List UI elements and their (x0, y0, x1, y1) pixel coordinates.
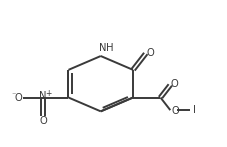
Text: O: O (147, 48, 155, 58)
Text: N: N (39, 91, 47, 101)
Text: O: O (171, 80, 178, 90)
Text: ⁻: ⁻ (12, 90, 16, 99)
Text: O: O (171, 106, 179, 116)
Text: N: N (99, 43, 106, 53)
Text: O: O (15, 92, 22, 102)
Text: O: O (39, 116, 47, 126)
Text: H: H (106, 43, 113, 53)
Text: I: I (193, 105, 196, 115)
Text: +: + (45, 89, 52, 98)
